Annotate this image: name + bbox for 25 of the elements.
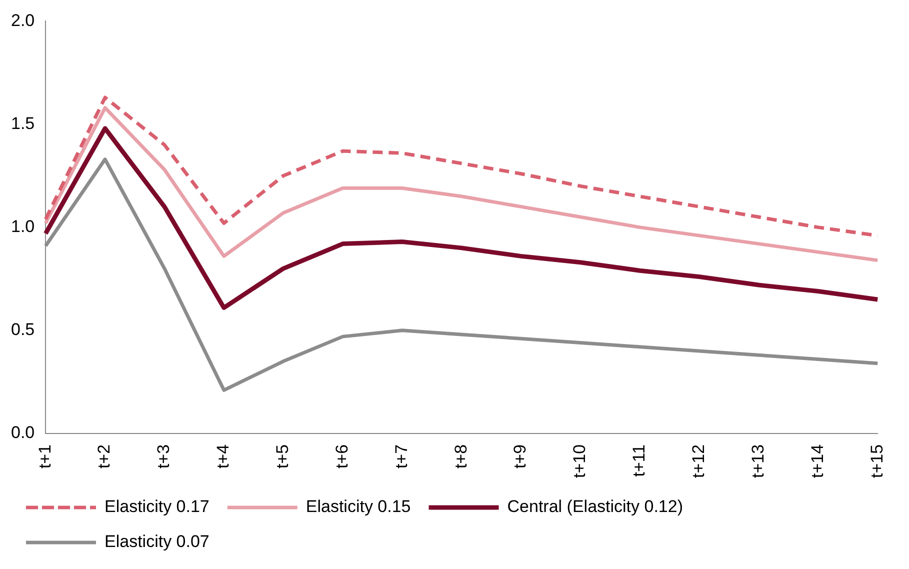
legend-label: Elasticity 0.07 bbox=[104, 532, 210, 552]
x-tick-label: t+3 bbox=[154, 444, 174, 469]
x-tick-label: t+14 bbox=[808, 444, 827, 478]
x-tick-label: t+6 bbox=[332, 444, 352, 469]
y-tick-label: 2.0 bbox=[10, 10, 35, 30]
y-tick-label: 0.5 bbox=[10, 320, 35, 340]
x-tick-label: t+15 bbox=[867, 444, 886, 478]
x-tick-label: t+8 bbox=[451, 444, 470, 469]
x-tick-label: t+5 bbox=[273, 444, 292, 469]
legend-label: Elasticity 0.17 bbox=[104, 497, 210, 516]
line-series bbox=[44, 96, 880, 238]
legend-label: Elasticity 0.15 bbox=[306, 497, 411, 516]
x-tick-label: t+12 bbox=[689, 444, 708, 478]
x-tick-label: t+2 bbox=[94, 444, 114, 469]
x-tick-label: t+13 bbox=[748, 444, 768, 478]
x-tick-label: t+11 bbox=[630, 444, 649, 477]
x-tick-label: t+10 bbox=[570, 444, 590, 478]
legend-label: Central (Elasticity 0.12) bbox=[507, 497, 683, 516]
x-tick-label: t+9 bbox=[510, 444, 530, 469]
y-tick-label: 1.5 bbox=[10, 114, 35, 133]
y-tick-label: 0.0 bbox=[10, 423, 35, 442]
x-tick-label: t+1 bbox=[35, 444, 54, 469]
x-tick-label: t+4 bbox=[214, 444, 233, 469]
y-tick-label: 1.0 bbox=[10, 217, 35, 236]
x-tick-label: t+7 bbox=[392, 444, 411, 469]
